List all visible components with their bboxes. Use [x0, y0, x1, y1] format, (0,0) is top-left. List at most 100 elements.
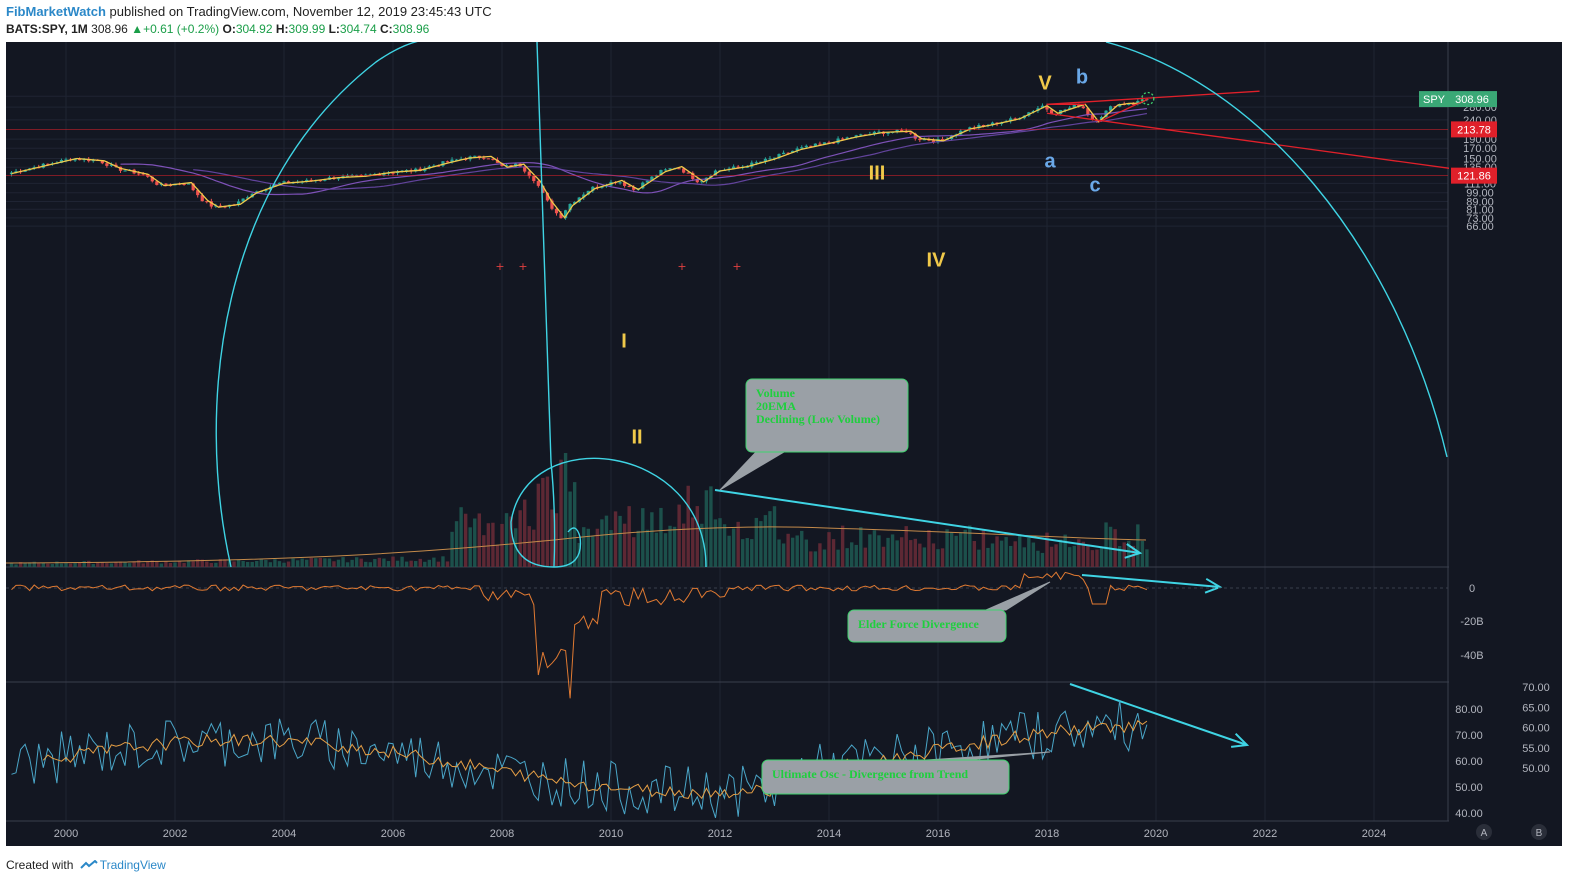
candle-body [282, 181, 286, 183]
volume-bar [545, 476, 550, 567]
volume-bar [1022, 547, 1026, 567]
wave-label: II [631, 426, 642, 448]
ultimate-right-tick-label: 65.00 [1522, 702, 1550, 714]
volume-bar [345, 562, 350, 567]
high-label: H: [275, 22, 289, 36]
volume-bar [463, 513, 468, 567]
candle-body [1131, 103, 1135, 105]
candle-body [623, 182, 627, 186]
volume-bar [295, 560, 300, 567]
candle-body [1081, 106, 1085, 109]
candle-body [745, 166, 749, 168]
candle-body [286, 181, 291, 184]
volume-bar [32, 561, 36, 567]
candle-body [64, 159, 68, 161]
volume-bar [1036, 550, 1040, 567]
candle-body [550, 200, 554, 209]
volume-bar [981, 529, 986, 567]
price-change: +0.61 (+0.2%) [143, 22, 220, 36]
volume-bar [999, 540, 1004, 567]
volume-bar [954, 535, 958, 567]
candle-body [918, 138, 922, 141]
candle-body [109, 164, 114, 166]
symbol-label[interactable]: BATS:SPY, 1M [6, 22, 88, 36]
tradingview-logo-icon [80, 860, 98, 869]
elder-note: Elder Force Divergence [847, 581, 1051, 643]
time-tick-label: 2022 [1253, 828, 1277, 840]
volume-bar [681, 523, 686, 567]
candle-body [736, 166, 740, 168]
candle-body [582, 194, 586, 198]
volume-bar [432, 557, 436, 567]
candle-body [591, 186, 595, 191]
volume-bar [1008, 545, 1013, 567]
candle-body [364, 174, 368, 176]
volume-bar [822, 549, 827, 567]
volume-bar [972, 541, 977, 567]
volume-bar [14, 564, 18, 567]
candle-body [650, 176, 654, 181]
volume-bar [223, 559, 227, 567]
footer: Created with TradingView [6, 855, 166, 875]
volume-bar [300, 558, 304, 567]
volume-bar [854, 544, 858, 567]
candle-body [677, 168, 681, 170]
candle-body [641, 182, 645, 189]
volume-bar [332, 561, 336, 567]
moving-average-line [120, 108, 1147, 196]
volume-bar [532, 529, 536, 567]
volume-bar [722, 524, 727, 567]
candle-body [441, 161, 445, 166]
volume-bar [236, 559, 241, 567]
volume-bar [286, 561, 291, 567]
volume-bar [1095, 549, 1099, 567]
volume-bar [890, 534, 895, 567]
volume-bar [1145, 549, 1149, 567]
ohlc-line: BATS:SPY, 1M 308.96 ▲+0.61 (+0.2%) O:304… [6, 21, 1576, 39]
ultimate-oscillator-ma-line [42, 719, 1148, 800]
candle-body [504, 165, 509, 167]
candle-body [150, 176, 154, 182]
volume-bar [1113, 529, 1117, 567]
grid [6, 42, 1562, 822]
volume-bar [77, 562, 82, 567]
volume-bar [196, 559, 200, 567]
volume-bar [141, 563, 145, 567]
elliott-wave-line [11, 98, 1149, 219]
candle-body [813, 143, 817, 147]
volume-bar [750, 539, 754, 567]
volume-bar [1117, 546, 1122, 567]
volume-bar [105, 563, 109, 567]
volume-bar [645, 529, 650, 567]
volume-bar [1058, 539, 1063, 567]
volume-bar [1013, 541, 1017, 567]
level-tag-value: 213.78 [1457, 124, 1491, 136]
volume-bar [909, 540, 913, 567]
volume-bar [622, 523, 627, 567]
arrow-head [1124, 543, 1143, 559]
volume-bar [713, 519, 718, 567]
volume-bar [218, 559, 223, 567]
volume-bar [1068, 547, 1072, 567]
candle-body [141, 173, 145, 175]
candle-body [795, 148, 799, 151]
candle-body [1072, 104, 1076, 108]
volume-bar [386, 561, 391, 567]
volume-bar [781, 543, 786, 567]
volume-bar [37, 563, 41, 567]
volume-bar [400, 556, 404, 567]
time-tick-label: 2012 [708, 828, 732, 840]
price-tick-label: 81.00 [1466, 204, 1494, 216]
candle-body [768, 158, 772, 160]
elder-tick-label: -20B [1460, 616, 1483, 628]
volume-bar [827, 532, 831, 567]
volume-bar [336, 559, 341, 567]
time-tick-label: 2004 [272, 828, 296, 840]
author-link[interactable]: FibMarketWatch [6, 4, 106, 19]
tradingview-brand[interactable]: TradingView [99, 858, 166, 872]
candle-body [886, 132, 890, 134]
trend-line [1046, 112, 1451, 170]
